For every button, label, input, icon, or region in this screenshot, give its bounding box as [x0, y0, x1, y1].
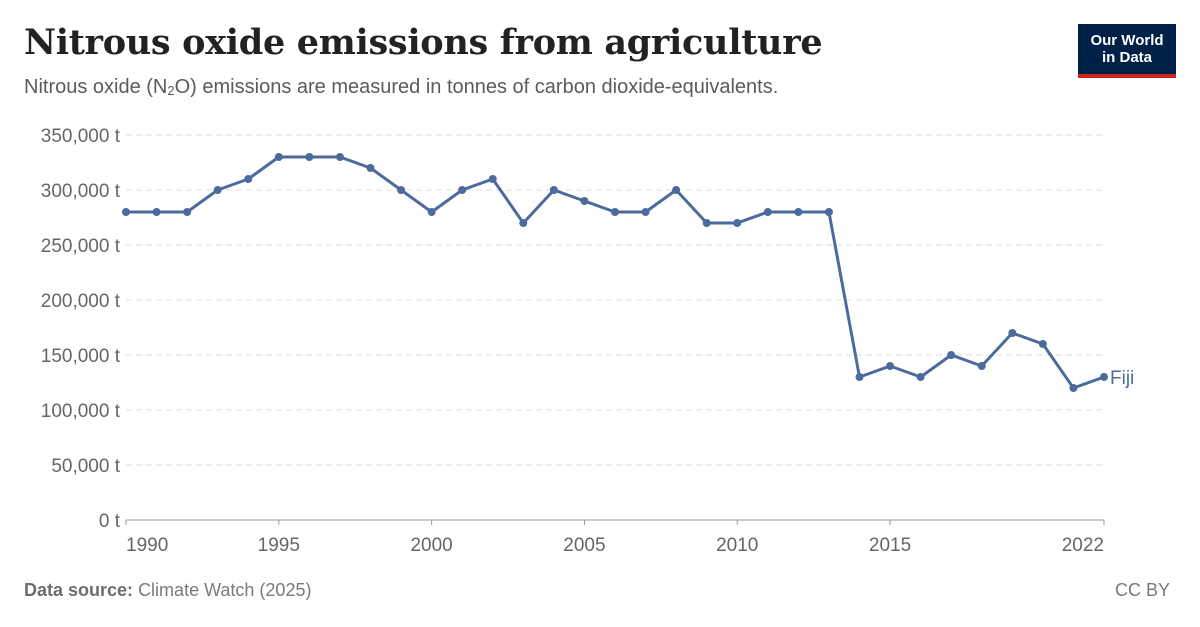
data-point [580, 197, 589, 205]
data-source: Data source: Climate Watch (2025) [24, 580, 311, 601]
data-point [122, 208, 130, 216]
x-tick-label: 1990 [126, 535, 168, 556]
subtitle-subscript: 2 [167, 83, 175, 98]
data-point [886, 362, 895, 370]
y-tick-label: 350,000 t [41, 126, 121, 147]
data-point [947, 351, 956, 359]
data-point [611, 208, 619, 216]
x-tick-label: 2022 [1062, 535, 1104, 556]
subtitle-text-end: O) emissions are measured in tonnes of c… [174, 76, 779, 98]
data-point [397, 186, 406, 194]
data-point [702, 219, 711, 227]
series-label: Fiji [1110, 368, 1134, 389]
x-tick-label: 2005 [563, 535, 605, 556]
data-point [274, 153, 283, 161]
data-point [855, 373, 864, 381]
x-axis: 1990 1995 2000 2005 2010 2015 2022 [125, 519, 1105, 556]
x-tick-label: 1995 [258, 535, 300, 556]
data-point [641, 208, 650, 216]
license-link[interactable]: CC BY [1114, 580, 1170, 600]
y-tick-label: 150,000 t [41, 346, 121, 367]
subtitle-text-start: Nitrous oxide (N [24, 76, 168, 98]
data-point [1038, 340, 1047, 348]
data-point [335, 153, 344, 161]
data-point [183, 208, 192, 216]
data-point [427, 208, 436, 216]
chart-title: Nitrous oxide emissions from agriculture [24, 22, 823, 63]
data-point [824, 208, 833, 216]
x-tick-label: 2015 [869, 535, 911, 556]
data-point [152, 208, 161, 216]
data-point [366, 164, 375, 172]
series-line [124, 155, 1106, 390]
data-point [244, 175, 253, 183]
y-tick-label: 250,000 t [41, 236, 121, 257]
y-tick-label: 50,000 t [51, 456, 120, 477]
data-point [763, 208, 772, 216]
data-point [519, 219, 528, 227]
data-point [305, 153, 314, 161]
y-tick-label: 300,000 t [41, 181, 121, 202]
gridlines [126, 134, 1104, 466]
data-point [549, 186, 558, 194]
data-point [672, 186, 681, 194]
data-source-label: Data source: [24, 580, 134, 600]
data-point [916, 373, 925, 381]
y-tick-label: 0 t [99, 511, 121, 532]
y-tick-label: 100,000 t [41, 401, 121, 422]
chart-subtitle: Nitrous oxide (N2O) emissions are measur… [24, 76, 778, 99]
logo-line-1: Our World [1090, 32, 1164, 49]
data-point [213, 186, 222, 194]
series-layer: Fiji [122, 153, 1134, 392]
owid-logo[interactable]: Our World in Data [1078, 24, 1176, 78]
y-tick-label: 200,000 t [41, 291, 121, 312]
data-point [488, 175, 497, 183]
data-point [733, 219, 742, 227]
data-point [1100, 373, 1108, 381]
data-point [794, 208, 803, 216]
logo-line-2: in Data [1101, 49, 1152, 66]
data-point [977, 362, 986, 370]
x-tick-label: 2010 [716, 535, 758, 556]
data-source-text[interactable]: Climate Watch (2025) [138, 580, 312, 600]
y-axis: 0 t 50,000 t 100,000 t 150,000 t 200,000 t 25… [41, 126, 121, 532]
data-point [1008, 329, 1017, 337]
data-point [1069, 384, 1078, 392]
x-tick-label: 2000 [410, 535, 452, 556]
data-point [458, 186, 467, 194]
